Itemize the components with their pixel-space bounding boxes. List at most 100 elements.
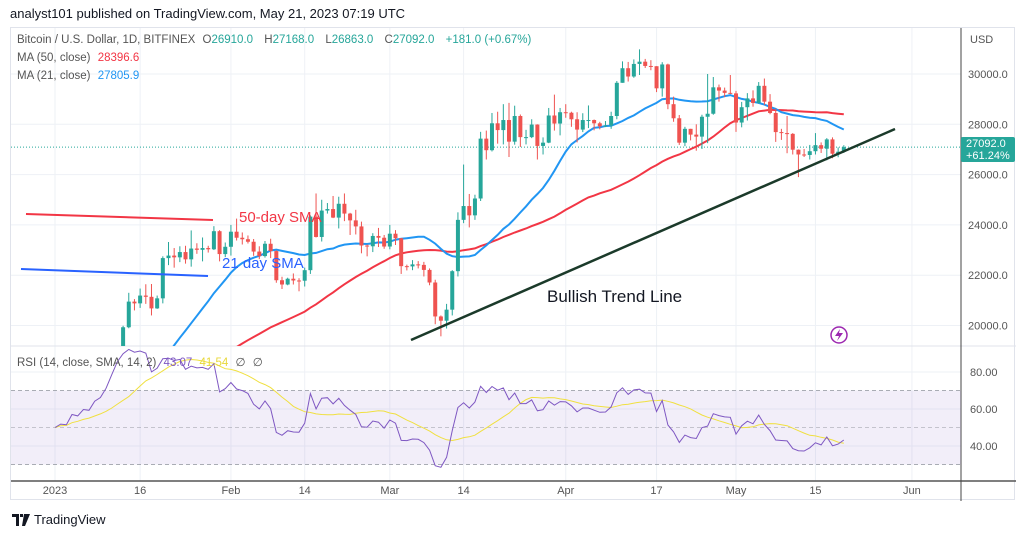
candle [217, 230, 222, 262]
candle [172, 248, 177, 268]
candle-body [762, 85, 767, 102]
candle-body [342, 203, 347, 214]
candle-body [813, 145, 818, 152]
candle-body [507, 120, 511, 142]
lightning-bolt [835, 329, 843, 341]
candle [138, 288, 143, 308]
logo-text: TradingView [34, 512, 106, 527]
ma50-legend[interactable]: MA (50, close) 28396.6 [17, 52, 143, 64]
candle-body [609, 116, 614, 126]
candle [478, 131, 483, 202]
candle-body [705, 113, 710, 117]
change-value: +181.0 (+0.67%) [445, 34, 532, 46]
candle-body [200, 248, 205, 250]
candle [257, 246, 262, 260]
candle-body [285, 278, 290, 285]
candle-body [421, 264, 426, 270]
candle-body [654, 66, 659, 89]
rsi-tick-label: 80.00 [970, 367, 998, 379]
candle [376, 227, 381, 248]
candle [768, 94, 773, 115]
candle-body [166, 255, 171, 259]
publish-info: analyst101 published on TradingView.com,… [10, 6, 406, 21]
candle-body [155, 298, 160, 309]
price-pane [121, 49, 846, 346]
ma50-line [236, 108, 844, 346]
hidden-plot-icon[interactable]: ∅ [235, 357, 246, 369]
chart-frame[interactable]: 30000.0 28000.0 26000.0 24000.0 22000.0 20000… [10, 27, 1016, 501]
candle [200, 237, 205, 262]
candle [751, 90, 756, 107]
candle [807, 144, 812, 160]
candle-body [819, 145, 824, 149]
candle [160, 256, 165, 304]
hidden-plot-icon[interactable]: ∅ [252, 357, 263, 369]
tradingview-logo[interactable]: TradingView [12, 512, 106, 527]
candle-body [569, 112, 574, 120]
candle [682, 126, 687, 147]
candle-body [620, 68, 625, 83]
candle-body [172, 255, 177, 258]
candle-body [665, 64, 670, 105]
candle [285, 277, 290, 286]
candle [467, 193, 472, 228]
candle-body [756, 85, 761, 103]
rsi-sma-line [54, 358, 844, 444]
candle [177, 246, 182, 263]
candle-body [660, 64, 665, 89]
candle-body [376, 235, 381, 238]
candle [603, 121, 608, 128]
candle-body [478, 138, 483, 199]
tradingview-logo-icon [12, 513, 30, 526]
candle-body [450, 271, 455, 310]
candle [427, 268, 432, 286]
candle-body [472, 198, 477, 216]
candle-body [512, 116, 517, 142]
candle [597, 121, 602, 130]
candle-body [592, 120, 597, 124]
candle [189, 230, 194, 267]
candle [211, 226, 216, 251]
candle [342, 193, 347, 222]
rsi-legend[interactable]: RSI (14, close, SMA, 14, 2) 43.07 41.54 … [17, 355, 267, 369]
candle-body [433, 282, 438, 317]
candle-body [291, 278, 296, 281]
candle-body [251, 241, 256, 252]
candle [489, 112, 494, 152]
candle-body [297, 280, 302, 282]
candle [609, 111, 614, 129]
candle-body [382, 237, 387, 247]
candle-body [138, 295, 143, 304]
candle-body [353, 220, 358, 227]
sma21-annotation-label: 21 day SMA [222, 255, 304, 272]
candle [421, 261, 426, 277]
candle-body [796, 149, 801, 155]
candle [722, 87, 727, 98]
candle [155, 295, 160, 309]
candle-body [682, 128, 687, 143]
candle [552, 94, 557, 131]
lightning-icon [830, 326, 848, 344]
price-tick-label: 28000.0 [968, 119, 1008, 131]
symbol-legend[interactable]: Bitcoin / U.S. Dollar, 1D, BITFINEX O269… [17, 34, 535, 46]
ma21-legend[interactable]: MA (21, close) 27805.9 [17, 70, 143, 82]
candle [291, 273, 296, 285]
last-price: 27092.0 [966, 138, 1006, 150]
candle [563, 104, 568, 118]
candle [359, 221, 364, 254]
candle-body [495, 123, 500, 131]
candle-body [455, 219, 460, 272]
candle-body [552, 115, 557, 124]
candle [450, 270, 455, 316]
chart-canvas[interactable]: 30000.0 28000.0 26000.0 24000.0 22000.0 20000… [11, 28, 1016, 501]
candle-body [314, 216, 319, 237]
candle [240, 232, 245, 245]
candle-body [807, 151, 812, 155]
time-tick-label: Mar [380, 485, 399, 497]
candle [274, 250, 279, 283]
ma21-label: MA (21, close) [17, 70, 91, 82]
candle [512, 105, 517, 145]
candle [716, 84, 721, 102]
candle [297, 278, 302, 292]
candle [756, 82, 761, 104]
